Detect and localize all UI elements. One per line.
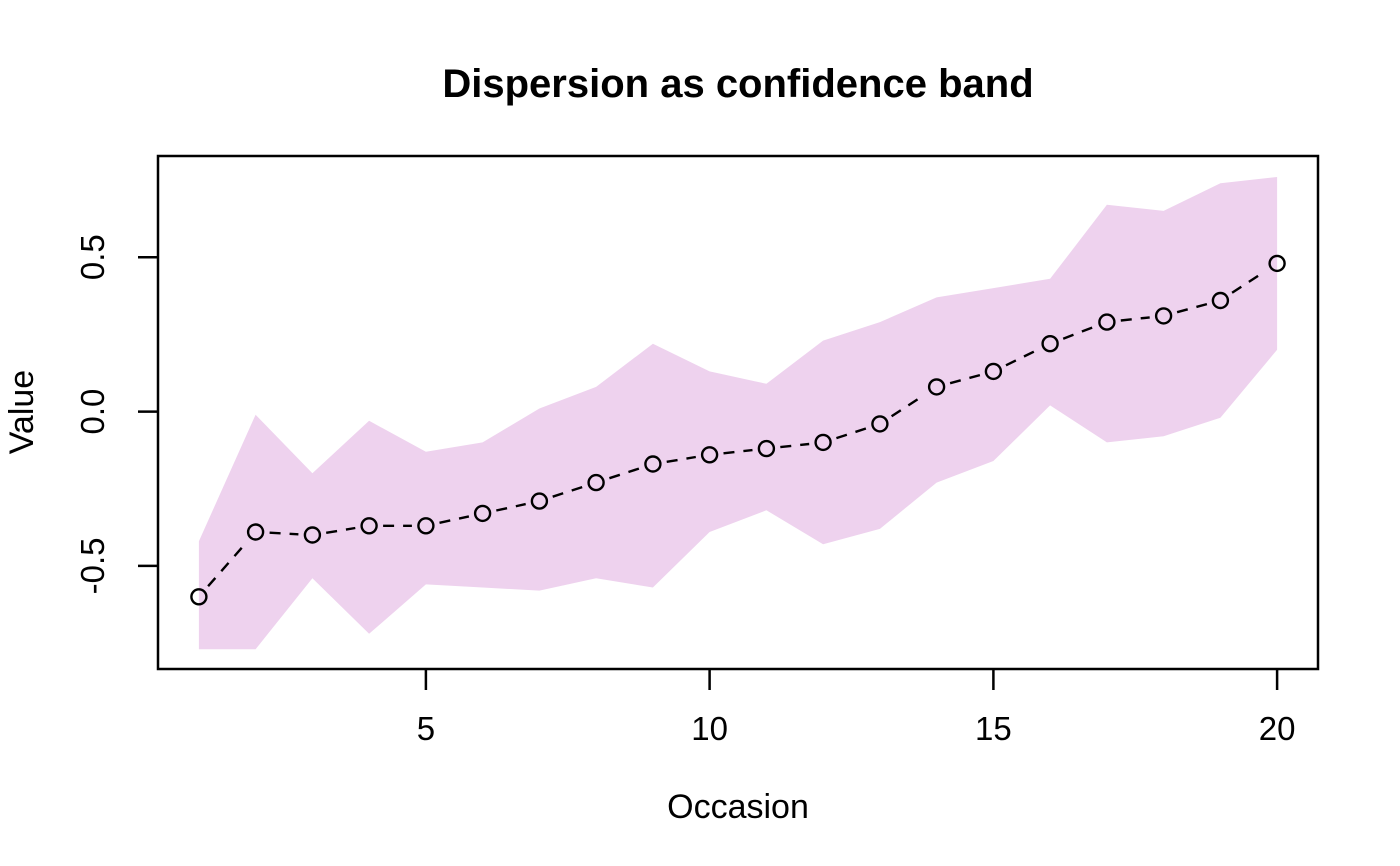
series-line-segment (1120, 316, 1150, 322)
series-line-segment (207, 541, 248, 587)
data-point (814, 433, 832, 452)
data-point (1211, 291, 1230, 310)
series-line-segment (836, 427, 867, 440)
series-line-segment (890, 393, 926, 418)
series-line-segment (552, 485, 584, 498)
series-line-segment (269, 531, 299, 536)
data-point (473, 504, 492, 523)
series-line-segment (496, 502, 526, 512)
data-points-layer (190, 254, 1286, 606)
confidence-band-polygon (198, 177, 1278, 650)
data-point (644, 455, 662, 473)
series-line-segment (1176, 302, 1208, 314)
x-axis: 5 10 15 20 (417, 669, 1296, 747)
data-point (530, 492, 549, 510)
data-point (871, 415, 889, 433)
data-point (1041, 335, 1059, 353)
series-line-layer (207, 270, 1267, 587)
y-tick-label: 0.5 (74, 234, 111, 280)
chart-title: Dispersion as confidence band (442, 62, 1033, 106)
confidence-band-layer (198, 177, 1278, 650)
data-point (360, 517, 378, 535)
series-line-segment (949, 373, 981, 385)
data-point (303, 526, 322, 544)
series-line-segment (780, 442, 810, 449)
data-point (700, 446, 719, 464)
series-line-segment (609, 467, 640, 480)
data-point (1268, 254, 1286, 273)
y-tick-label: -0.5 (74, 537, 111, 594)
data-point (190, 588, 208, 606)
data-point (927, 378, 946, 396)
series-line-segment (1062, 325, 1095, 340)
x-axis-label: Occasion (667, 788, 809, 826)
series-line-segment (666, 455, 696, 463)
series-line-segment (439, 515, 470, 524)
series-line-segment (723, 448, 753, 455)
x-tick-label: 20 (1259, 710, 1296, 747)
data-point (417, 517, 435, 535)
y-axis-label: Value (3, 370, 41, 454)
x-tick-label: 10 (691, 710, 728, 747)
data-point (246, 523, 265, 541)
x-tick-label: 5 (417, 710, 435, 747)
data-point (1154, 307, 1173, 325)
data-point (587, 473, 605, 492)
data-point (984, 362, 1003, 381)
series-line-segment (326, 526, 356, 534)
x-tick-label: 15 (975, 710, 1012, 747)
data-point (1098, 313, 1116, 331)
data-point (757, 439, 776, 458)
y-axis: -0.5 0.0 0.5 (74, 234, 158, 594)
y-tick-label: 0.0 (74, 389, 111, 435)
series-line-segment (1005, 348, 1039, 367)
series-line-segment (1231, 270, 1267, 294)
